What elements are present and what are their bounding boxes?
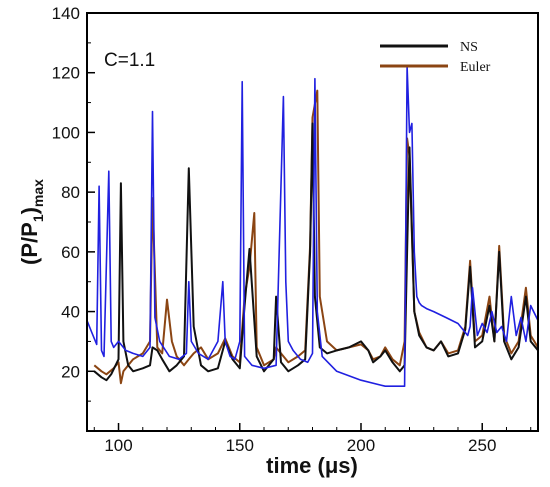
x-tick-label: 100 xyxy=(104,436,132,455)
y-tick-label: 40 xyxy=(61,303,80,322)
tick-labels: 20 40 60 80 100 120 140 100 150 200 250 xyxy=(52,4,497,455)
y-tick-label: 80 xyxy=(61,183,80,202)
legend: NS Euler xyxy=(380,40,491,75)
x-tick-label: 150 xyxy=(226,436,254,455)
y-tick-label: 20 xyxy=(61,362,80,381)
series-line-ns xyxy=(93,122,539,382)
y-tick-label: 100 xyxy=(52,123,80,142)
plot-frame xyxy=(86,12,539,432)
y-axis-title: (P/P1)max xyxy=(17,179,46,265)
y-tick-label: 120 xyxy=(52,64,80,83)
x-axis-title: time (μs) xyxy=(266,453,358,478)
x-tick-label: 250 xyxy=(468,436,496,455)
legend-label-euler: Euler xyxy=(460,60,491,75)
plot-lines xyxy=(86,65,539,388)
chart-annotation: C=1.1 xyxy=(104,50,155,71)
x-tick-label: 200 xyxy=(347,436,375,455)
y-tick-label: 140 xyxy=(52,4,80,23)
series-line-unlabeled-blue xyxy=(86,65,539,388)
y-tick-label: 60 xyxy=(61,243,80,262)
legend-label-ns: NS xyxy=(460,40,478,55)
